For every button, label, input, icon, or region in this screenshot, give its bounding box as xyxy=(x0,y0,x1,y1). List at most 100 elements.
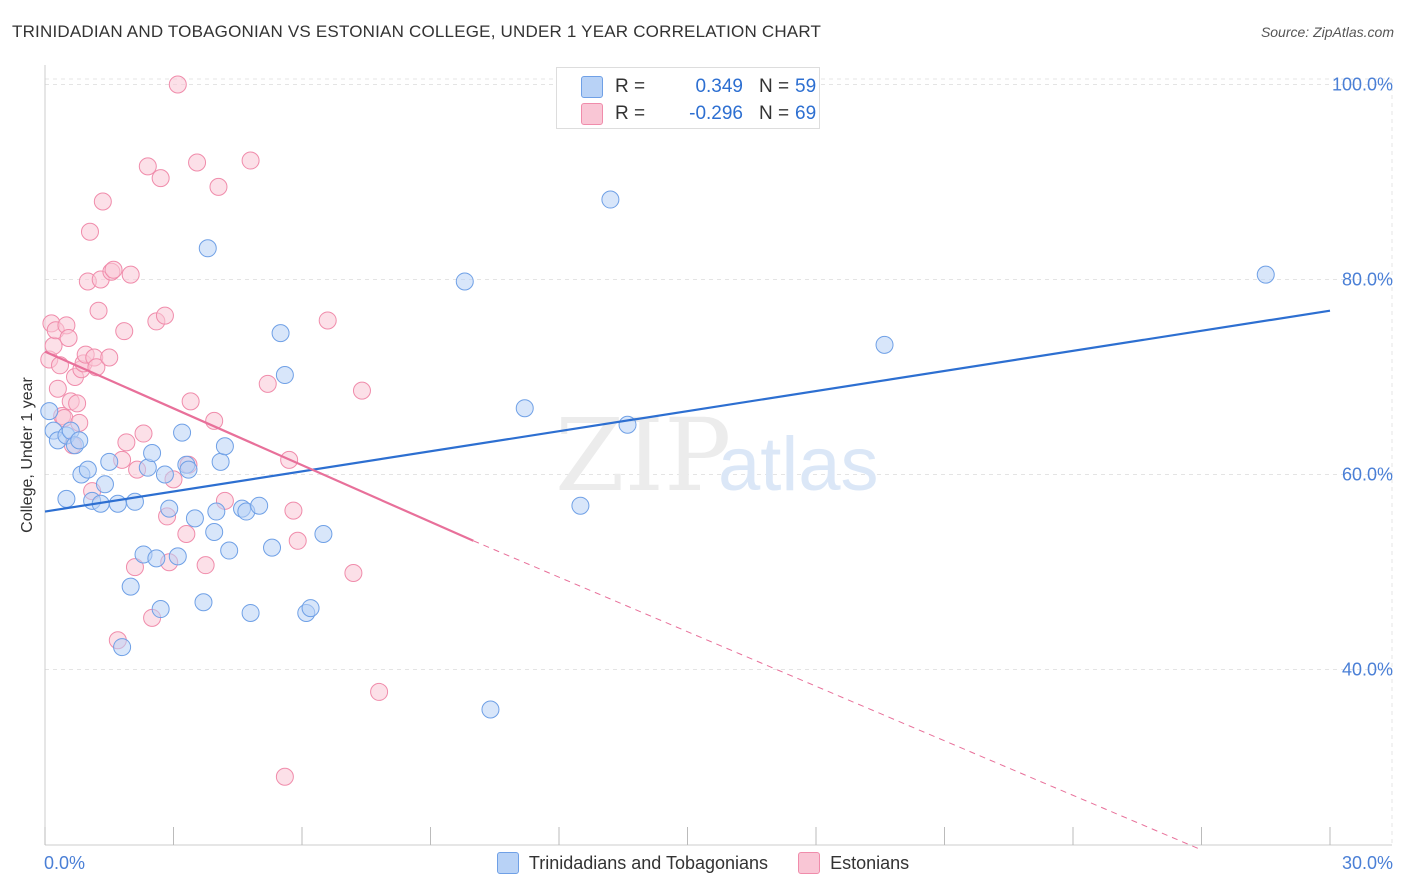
data-point-trinidadians xyxy=(215,437,234,456)
stats-n-label: N = xyxy=(759,76,790,97)
data-point-estonians xyxy=(241,151,260,170)
stats-swatch-pink xyxy=(581,103,603,125)
stats-r-value: -0.296 xyxy=(689,103,743,124)
trend-line-estonians xyxy=(44,350,474,542)
data-point-trinidadians xyxy=(100,452,119,471)
stats-r-label: R = xyxy=(615,103,646,124)
watermark-zip: ZIP xyxy=(555,397,731,514)
data-point-estonians xyxy=(68,394,87,413)
data-point-trinidadians xyxy=(455,272,474,291)
y-tick-label: 40.0% xyxy=(1342,660,1393,680)
data-point-trinidadians xyxy=(275,366,294,385)
legend-label: Trinidadians and Tobagonians xyxy=(528,852,769,873)
data-point-estonians xyxy=(100,348,119,367)
watermark-atlas: atlas xyxy=(718,422,879,507)
data-point-trinidadians xyxy=(78,460,97,479)
data-point-trinidadians xyxy=(515,399,534,418)
stats-legend: R = 0.349 N = 59 R = -0.296 N = 69 xyxy=(556,67,820,129)
data-point-trinidadians xyxy=(875,335,894,354)
data-point-trinidadians xyxy=(155,465,174,484)
data-point-estonians xyxy=(138,157,157,176)
y-tick-label: 80.0% xyxy=(1342,270,1393,290)
legend-item-estonians: Estonians xyxy=(798,852,909,874)
data-point-trinidadians xyxy=(57,489,76,508)
data-point-trinidadians xyxy=(481,700,500,719)
data-point-estonians xyxy=(117,433,136,452)
data-point-trinidadians xyxy=(205,523,224,542)
data-point-trinidadians xyxy=(95,475,114,494)
legend-swatch-pink xyxy=(798,852,821,874)
data-point-estonians xyxy=(115,322,134,341)
legend-item-trinidadians: Trinidadians and Tobagonians xyxy=(496,852,769,874)
data-point-trinidadians xyxy=(173,423,192,442)
data-point-trinidadians xyxy=(70,431,89,450)
data-point-trinidadians xyxy=(241,603,260,622)
stats-r-value: 0.349 xyxy=(695,76,743,97)
data-point-estonians xyxy=(151,169,170,188)
stats-n-label: N = xyxy=(759,103,790,124)
source-label: Source: ZipAtlas.com xyxy=(1260,24,1394,40)
data-point-trinidadians xyxy=(143,444,162,463)
data-point-estonians xyxy=(89,301,108,320)
data-point-estonians xyxy=(125,558,144,577)
data-point-estonians xyxy=(104,260,123,279)
x-tick-label: 0.0% xyxy=(44,853,85,873)
data-point-trinidadians xyxy=(301,599,320,618)
data-point-trinidadians xyxy=(160,499,179,518)
stats-n-value: 59 xyxy=(795,76,817,97)
data-point-trinidadians xyxy=(179,460,198,479)
data-point-trinidadians xyxy=(1256,265,1275,284)
y-tick-label: 100.0% xyxy=(1332,75,1393,95)
data-point-trinidadians xyxy=(220,541,239,560)
data-point-estonians xyxy=(209,177,228,196)
data-point-trinidadians xyxy=(108,494,127,513)
legend-swatch-blue xyxy=(496,852,519,874)
y-tick-label: 60.0% xyxy=(1342,465,1393,485)
trend-line-estonians-extrapolated xyxy=(473,540,1202,851)
data-point-estonians xyxy=(93,192,112,211)
data-point-trinidadians xyxy=(601,190,620,209)
data-point-estonians xyxy=(275,767,294,786)
legend-label: Estonians xyxy=(830,852,910,873)
y-axis-label: College, Under 1 year xyxy=(19,377,36,533)
data-point-trinidadians xyxy=(571,496,590,515)
tick-labels: 40.0% 60.0% 80.0% 100.0% 0.0% 30.0% xyxy=(44,75,1393,874)
x-tick-label: 30.0% xyxy=(1342,853,1393,873)
data-point-estonians xyxy=(188,153,207,172)
data-point-trinidadians xyxy=(271,324,290,343)
data-point-trinidadians xyxy=(121,577,140,596)
watermark: ZIP atlas xyxy=(555,397,879,514)
axes xyxy=(44,65,1392,846)
data-point-trinidadians xyxy=(147,549,166,568)
data-point-estonians xyxy=(155,306,174,325)
data-point-estonians xyxy=(370,682,389,701)
data-point-estonians xyxy=(134,424,153,443)
data-point-trinidadians xyxy=(314,524,333,543)
stats-r-label: R = xyxy=(615,76,646,97)
data-point-estonians xyxy=(344,563,363,582)
data-point-estonians xyxy=(284,501,303,520)
data-point-trinidadians xyxy=(40,402,59,421)
data-point-estonians xyxy=(181,392,200,411)
data-point-estonians xyxy=(318,311,337,330)
data-point-estonians xyxy=(121,265,140,284)
data-point-trinidadians xyxy=(194,593,213,612)
data-point-estonians xyxy=(258,374,277,393)
data-point-trinidadians xyxy=(113,638,132,657)
data-point-trinidadians xyxy=(151,600,170,619)
data-point-trinidadians xyxy=(207,502,226,521)
data-point-estonians xyxy=(59,329,78,347)
data-point-estonians xyxy=(196,556,215,575)
data-point-trinidadians xyxy=(250,496,269,515)
bottom-legend: Trinidadians and Tobagonians Estonians xyxy=(0,852,1406,874)
chart-title: TRINIDADIAN AND TOBAGONIAN VS ESTONIAN C… xyxy=(12,22,822,41)
data-point-trinidadians xyxy=(168,547,187,566)
stats-n-value: 69 xyxy=(795,103,817,124)
stats-swatch-blue xyxy=(581,76,603,98)
data-point-estonians xyxy=(288,531,307,550)
data-point-trinidadians xyxy=(211,452,230,471)
data-point-trinidadians xyxy=(198,239,217,258)
data-point-trinidadians xyxy=(185,509,204,528)
data-point-estonians xyxy=(168,75,187,94)
